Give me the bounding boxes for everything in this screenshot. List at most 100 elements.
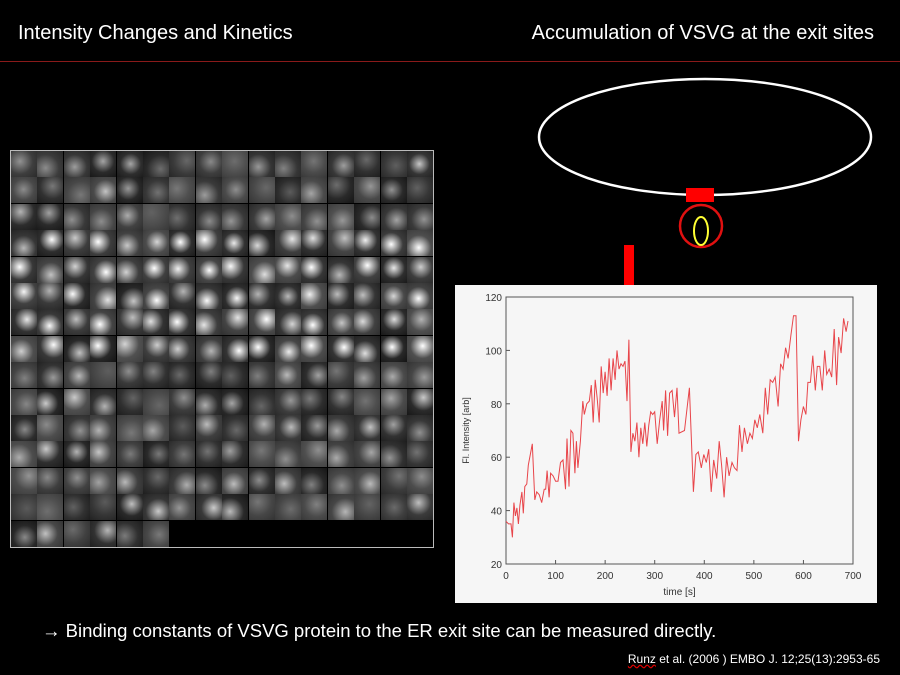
mosaic-tile (116, 441, 143, 468)
mosaic-tile (90, 494, 117, 521)
mosaic-tile (37, 362, 64, 389)
mosaic-tile (380, 256, 407, 283)
mosaic-tile (407, 309, 433, 336)
mosaic-tile (354, 467, 381, 494)
mosaic-tile (169, 256, 196, 283)
mosaic-tile (63, 230, 90, 257)
mosaic-tile (90, 177, 117, 204)
mosaic-tile (248, 283, 275, 309)
mosaic-tile (327, 441, 354, 468)
mosaic-tile (275, 415, 301, 441)
mosaic-tile (407, 151, 433, 177)
y-tick-label: 120 (485, 293, 502, 304)
mosaic-tile (11, 467, 37, 494)
mosaic-tile (11, 335, 37, 362)
mosaic-tile (143, 283, 169, 309)
mosaic-tile (90, 467, 117, 494)
mosaic-tile (275, 256, 301, 283)
x-tick-label: 400 (696, 571, 713, 582)
mosaic-tile (354, 230, 381, 257)
mosaic-tile (275, 177, 301, 204)
mosaic-tile (90, 283, 117, 309)
mosaic-tile (37, 203, 64, 230)
mosaic-tile (275, 151, 301, 177)
mosaic-tile (248, 177, 275, 204)
mosaic-tile (11, 494, 37, 521)
mosaic-tile (90, 335, 117, 362)
mosaic-tile (195, 388, 222, 415)
mosaic-tile (327, 177, 354, 204)
mosaic-tile (248, 230, 275, 257)
mosaic-tile (143, 362, 169, 389)
mosaic-tile (63, 335, 90, 362)
y-tick-label: 40 (491, 507, 503, 518)
mosaic-tile (327, 335, 354, 362)
mosaic-tile (380, 441, 407, 468)
mosaic-tile (301, 362, 328, 389)
mosaic-tile (222, 494, 249, 521)
mosaic-tile (380, 203, 407, 230)
mosaic-tile (248, 203, 275, 230)
slide-title-left: Intensity Changes and Kinetics (18, 22, 293, 44)
mosaic-tile (116, 335, 143, 362)
mosaic-tile (354, 177, 381, 204)
mosaic-tile (37, 520, 64, 547)
mosaic-tile (143, 467, 169, 494)
mosaic-tile (63, 467, 90, 494)
exit-site-diagram (537, 77, 873, 322)
mosaic-tile (248, 151, 275, 177)
mosaic-tile (407, 441, 433, 468)
mosaic-tile (143, 335, 169, 362)
mosaic-tile (195, 309, 222, 336)
mosaic-tile (248, 335, 275, 362)
mosaic-tile (37, 256, 64, 283)
mosaic-tile (380, 177, 407, 204)
mosaic-tile (248, 309, 275, 336)
mosaic-tile (301, 335, 328, 362)
vesicle-ellipse (693, 216, 709, 246)
conclusion-body: Binding constants of VSVG protein to the… (65, 620, 717, 641)
mosaic-tile (143, 388, 169, 415)
mosaic-tile (63, 151, 90, 177)
mosaic-tile (327, 388, 354, 415)
mosaic-tile (407, 177, 433, 204)
mosaic-tile (90, 388, 117, 415)
mosaic-tile (327, 362, 354, 389)
mosaic-tile (380, 309, 407, 336)
mosaic-tile (37, 494, 64, 521)
mosaic-tile (11, 309, 37, 336)
mosaic-tile (90, 309, 117, 336)
mosaic-tile (11, 230, 37, 257)
mosaic-tile (327, 283, 354, 309)
mosaic-tile (222, 467, 249, 494)
mosaic-tile (90, 362, 117, 389)
mosaic-tile (37, 309, 64, 336)
mosaic-tile (11, 388, 37, 415)
mosaic-tile (275, 441, 301, 468)
mosaic-tile (37, 230, 64, 257)
mosaic-tile (222, 335, 249, 362)
mosaic-tile (275, 494, 301, 521)
intensity-trace (505, 315, 849, 538)
x-tick-label: 600 (795, 571, 812, 582)
mosaic-tile (195, 230, 222, 257)
mosaic-tile (169, 203, 196, 230)
mosaic-tile (222, 283, 249, 309)
mosaic-tile (195, 283, 222, 309)
microscopy-tile-mosaic (10, 150, 434, 548)
mosaic-tile (301, 494, 328, 521)
mosaic-tile (169, 309, 196, 336)
mosaic-tile (222, 230, 249, 257)
slide-title-right: Accumulation of VSVG at the exit sites (531, 22, 874, 44)
mosaic-tile (275, 230, 301, 257)
mosaic-tile (90, 441, 117, 468)
mosaic-tile (63, 415, 90, 441)
mosaic-tile (301, 230, 328, 257)
x-tick-label: 100 (547, 571, 564, 582)
mosaic-tile (143, 177, 169, 204)
x-tick-label: 300 (646, 571, 663, 582)
mosaic-tile (222, 151, 249, 177)
mosaic-tile (275, 388, 301, 415)
mosaic-tile (380, 362, 407, 389)
conclusion-text: → Binding constants of VSVG protein to t… (42, 620, 716, 642)
